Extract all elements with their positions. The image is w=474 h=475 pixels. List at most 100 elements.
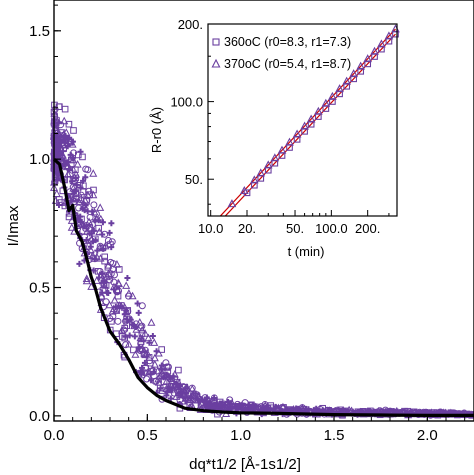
square-point — [343, 82, 351, 90]
triangle-point — [356, 61, 365, 70]
data-point — [245, 402, 254, 411]
data-point — [84, 166, 92, 174]
data-point — [69, 138, 76, 145]
data-point — [117, 301, 126, 310]
data-point — [57, 121, 65, 129]
inset-legend: 360oC (r0=8.3, r1=7.3) 370oC (r0=5.4, r1=… — [211, 35, 351, 71]
data-point — [69, 178, 76, 185]
data-point — [132, 325, 141, 333]
data-point — [90, 201, 98, 209]
data-point — [108, 220, 115, 227]
data-point — [75, 151, 82, 159]
inset-y-tick-label: 200. — [178, 17, 203, 32]
inset-y-tick-label: 50. — [185, 172, 203, 187]
data-point — [89, 169, 98, 177]
data-point — [52, 164, 59, 171]
data-point — [197, 399, 205, 407]
data-point — [61, 105, 69, 113]
data-point — [83, 190, 92, 199]
triangle-point — [349, 69, 358, 78]
data-point — [104, 269, 113, 277]
triangle-point — [292, 129, 302, 138]
data-point — [158, 362, 165, 369]
data-point — [164, 367, 172, 375]
inset-data-points — [227, 24, 400, 208]
triangle-point — [285, 137, 294, 146]
data-point — [86, 213, 94, 221]
data-point — [182, 390, 191, 398]
data-point — [72, 166, 79, 174]
data-point — [240, 402, 248, 410]
data-point — [60, 116, 69, 125]
data-point — [233, 403, 241, 411]
data-point — [106, 229, 113, 236]
y-tick-label: 0.0 — [29, 408, 50, 425]
data-point — [157, 385, 164, 392]
data-point — [144, 367, 153, 376]
data-point — [56, 103, 63, 111]
data-point — [64, 161, 73, 169]
data-point — [83, 221, 91, 229]
inset-x-tick-label: 200. — [355, 221, 380, 236]
main-y-axis-ticks: 0.0 0.5 1.0 1.5 — [29, 4, 61, 425]
inset-x-tick-label: 50. — [286, 221, 304, 236]
data-point — [167, 395, 174, 402]
inset-x-tick-label: 20. — [238, 221, 256, 236]
data-point — [254, 403, 262, 411]
main-x-axis-label: dq*t1/2 [Å-1s1/2] — [189, 456, 301, 473]
data-point — [167, 376, 176, 385]
data-point — [62, 138, 71, 146]
data-point — [92, 237, 99, 244]
main-average-line — [52, 158, 474, 417]
legend-square-icon — [212, 38, 220, 46]
data-point — [138, 322, 146, 330]
data-point — [66, 170, 74, 177]
data-point — [143, 375, 151, 383]
main-y-axis-label: I/Imax — [5, 205, 22, 246]
triangle-point — [306, 114, 316, 123]
data-point — [114, 317, 122, 325]
data-point — [117, 325, 126, 334]
data-point — [145, 354, 153, 361]
triangle-point — [314, 106, 323, 115]
data-point — [141, 359, 148, 366]
data-point — [86, 230, 93, 237]
data-point — [108, 238, 116, 246]
data-point — [86, 245, 95, 254]
data-point — [104, 236, 112, 244]
data-point — [150, 338, 159, 346]
main-x-axis-ticks: 0.0 0.5 1.0 1.5 2.0 — [44, 414, 466, 444]
data-point — [153, 366, 162, 375]
data-point — [147, 318, 156, 326]
data-point — [148, 367, 155, 375]
data-point — [136, 346, 144, 354]
data-point — [96, 214, 105, 223]
triangle-point — [370, 46, 379, 55]
data-point — [72, 175, 79, 182]
square-point — [364, 60, 372, 68]
data-point — [110, 286, 117, 293]
inset-y-tick-label: 100.0 — [170, 95, 203, 110]
square-point — [243, 189, 251, 197]
data-point — [63, 170, 73, 178]
data-point — [57, 153, 65, 161]
y-tick-label: 1.5 — [29, 23, 50, 40]
data-point — [92, 217, 99, 224]
data-point — [145, 357, 153, 365]
data-point — [83, 196, 91, 204]
triangle-point — [240, 186, 249, 195]
data-point — [162, 359, 170, 367]
triangle-point — [342, 76, 352, 85]
data-point — [122, 333, 129, 340]
legend-entry: 370oC (r0=5.4, r1=8.7) — [224, 57, 351, 71]
data-point — [94, 247, 101, 254]
data-point — [167, 386, 174, 393]
data-point — [112, 306, 121, 314]
data-point — [72, 188, 79, 195]
inset-x-tick-label: 100.0 — [315, 221, 348, 236]
data-point — [134, 300, 141, 307]
data-point — [241, 399, 249, 407]
data-point — [170, 373, 177, 380]
data-point — [192, 390, 199, 397]
